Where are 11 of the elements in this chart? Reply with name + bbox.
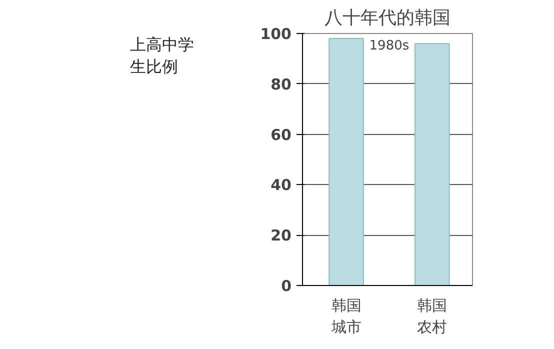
y-tick-label: 80 <box>270 75 292 94</box>
y-tick-label: 60 <box>270 126 292 144</box>
x-tick-label: 韩国农村 <box>417 296 448 336</box>
annotation: 1980s <box>369 38 410 54</box>
chart-title: 八十年代的韩国 <box>324 8 450 28</box>
y-tick-label: 0 <box>281 277 292 295</box>
y-tick-label: 40 <box>270 176 292 194</box>
y-axis-title: 上高中学生比例 <box>130 34 195 78</box>
y-tick-label: 20 <box>270 226 292 245</box>
y-tick-label: 100 <box>260 25 292 43</box>
x-tick-label: 韩国城市 <box>330 296 362 336</box>
